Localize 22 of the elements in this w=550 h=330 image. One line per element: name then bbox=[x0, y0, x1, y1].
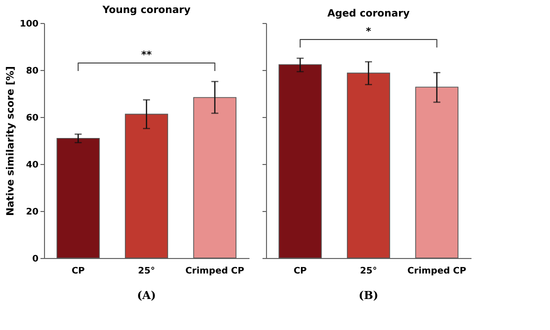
annotation: ** bbox=[141, 50, 152, 61]
y-tick-label: 100 bbox=[20, 20, 38, 30]
text: (A) bbox=[137, 289, 156, 302]
y-tick-label: 0 bbox=[32, 254, 38, 264]
text: (B) bbox=[358, 289, 378, 302]
x-tick-label: 25° bbox=[360, 266, 378, 276]
bar bbox=[124, 114, 168, 258]
x-tick-label: 25° bbox=[138, 266, 156, 276]
y-tick-label: 80 bbox=[26, 66, 38, 76]
y-tick-label: 40 bbox=[26, 160, 38, 170]
x-tick-label: Crimped CP bbox=[185, 266, 245, 276]
x-tick-label: Crimped CP bbox=[407, 266, 467, 276]
annotation: * bbox=[366, 26, 372, 38]
bar bbox=[56, 138, 100, 258]
x-tick-label: CP bbox=[294, 266, 308, 276]
y-tick-label: 20 bbox=[26, 208, 38, 218]
chart-title: Aged coronary bbox=[327, 8, 410, 20]
y-axis-title: Native similarity score [%] bbox=[6, 66, 17, 216]
y-tick-label: 60 bbox=[26, 114, 38, 124]
x-tick-label: CP bbox=[72, 266, 86, 276]
bar bbox=[193, 97, 236, 258]
chart-title: Young coronary bbox=[102, 5, 191, 16]
